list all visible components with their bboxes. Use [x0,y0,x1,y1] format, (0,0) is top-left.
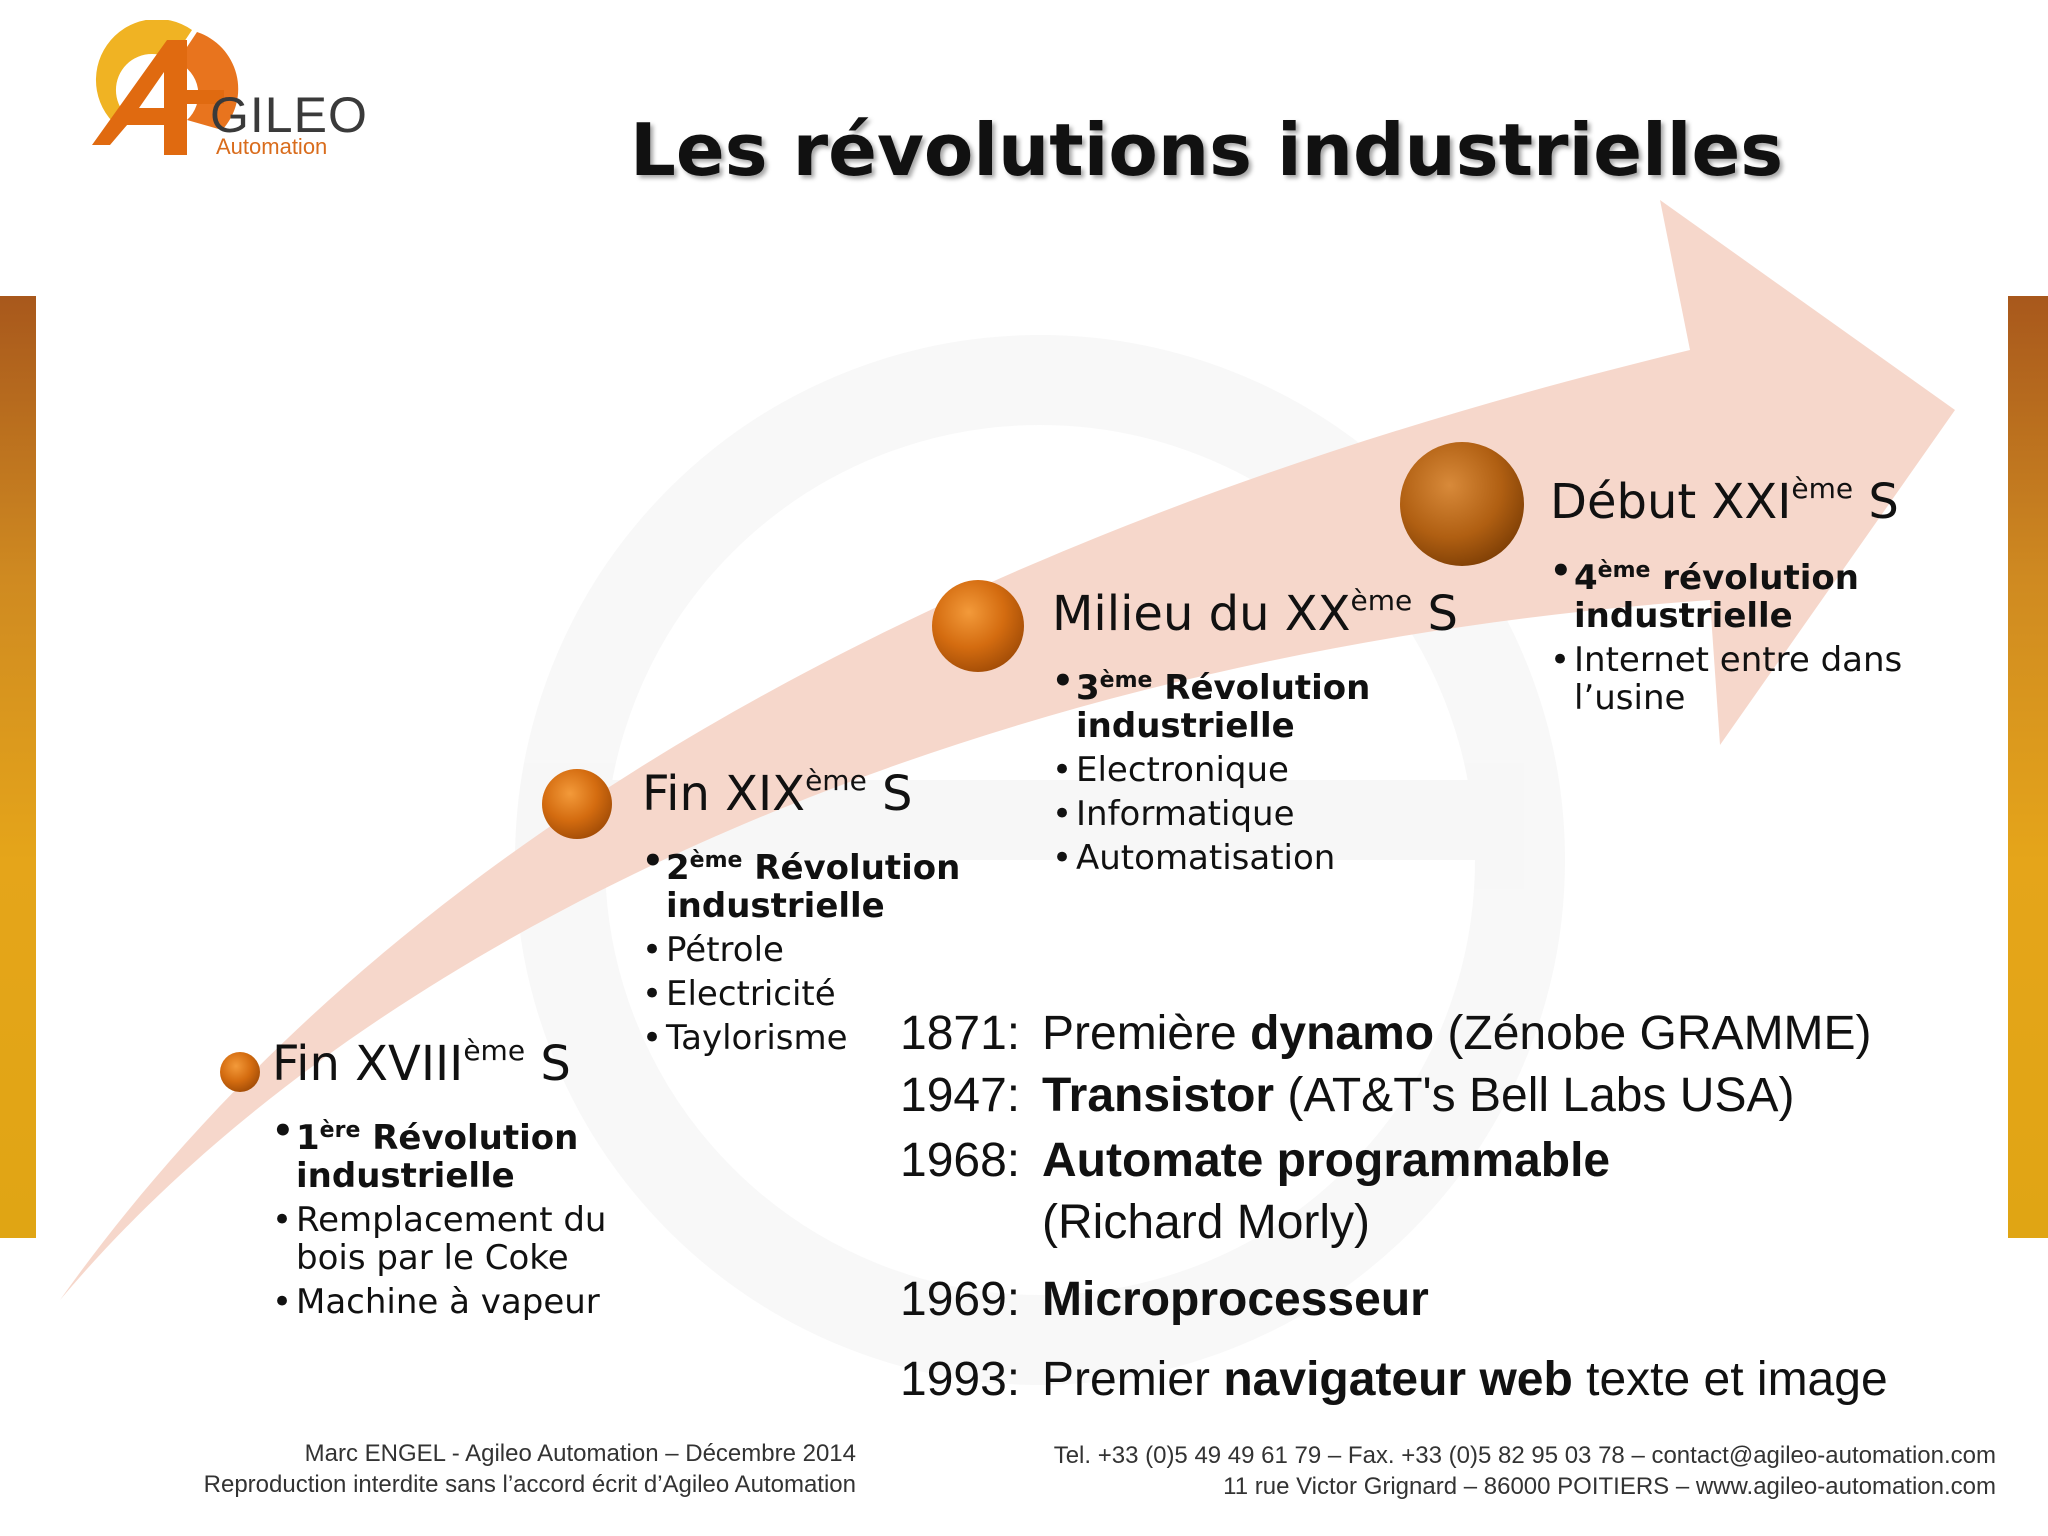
era-bullet: Pétrole [642,931,982,969]
slide-title: Les révolutions industrielles [630,108,1784,192]
event-item: 1969: Microprocesseur [900,1273,1429,1326]
era-bullet: Internet entre dans l’usine [1550,641,1930,717]
era-bullet: Electricité [642,975,982,1013]
logo-subtitle: Automation [216,134,328,159]
era-bullets-1: 1ère Révolution industrielle Remplacemen… [272,1112,632,1327]
era-headline: 3ème Révolution industrielle [1052,662,1392,745]
era-title-1: Fin XVIIIème S [272,1034,571,1092]
era-bullets-3: 3ème Révolution industrielle Electroniqu… [1052,662,1392,883]
footer-address-line: 11 rue Victor Grignard – 86000 POITIERS … [1223,1473,1996,1500]
agileo-logo-icon [92,20,239,155]
event-item: 1871: Première dynamo (Zénobe GRAMME) [900,1007,1872,1060]
timeline-dot-3 [932,580,1024,672]
left-side-band [0,296,36,1238]
era-bullet: Informatique [1052,795,1392,833]
footer-author: Marc ENGEL - Agileo Automation – Décembr… [204,1438,856,1500]
era-bullet: Automatisation [1052,839,1392,877]
era-bullet: Machine à vapeur [272,1283,632,1321]
era-bullets-2: 2ème Révolution industrielle Pétrole Ele… [642,842,982,1063]
era-bullet: Taylorisme [642,1019,982,1057]
right-side-band [2008,296,2048,1238]
event-item: 1993: Premier navigateur web texte et ima… [900,1353,1888,1406]
event-item: 1968: Automate programmable (Richard Morl… [900,1134,1611,1249]
footer-phone-line: Tel. +33 (0)5 49 49 61 79 – Fax. +33 (0)… [1053,1442,1996,1469]
event-item: 1947: Transistor (AT&T's Bell Labs USA) [900,1069,1795,1122]
footer-contact: Tel. +33 (0)5 49 49 61 79 – Fax. +33 (0)… [1054,1440,1996,1502]
era-title-2: Fin XIXème S [642,764,913,822]
era-bullets-4: 4ème révolution industrielle Internet en… [1550,552,1930,723]
era-headline: 2ème Révolution industrielle [642,842,982,925]
timeline-dot-2 [542,769,612,839]
events-list: 1871: Première dynamo (Zénobe GRAMME) 194… [900,1006,2000,1407]
era-bullet: Remplacement du bois par le Coke [272,1201,632,1277]
era-headline: 4ème révolution industrielle [1550,552,1930,635]
era-title-3: Milieu du XXème S [1052,584,1459,642]
era-headline: 1ère Révolution industrielle [272,1112,632,1195]
timeline-dot-4 [1400,442,1524,566]
logo-wordmark: GILEO [210,87,368,143]
footer-copyright-line: Reproduction interdite sans l’accord écr… [203,1471,856,1498]
footer-author-line: Marc ENGEL - Agileo Automation – Décembr… [304,1440,856,1467]
era-bullet: Electronique [1052,751,1392,789]
era-title-4: Début XXIème S [1550,472,1899,530]
timeline-dot-1 [220,1052,260,1092]
